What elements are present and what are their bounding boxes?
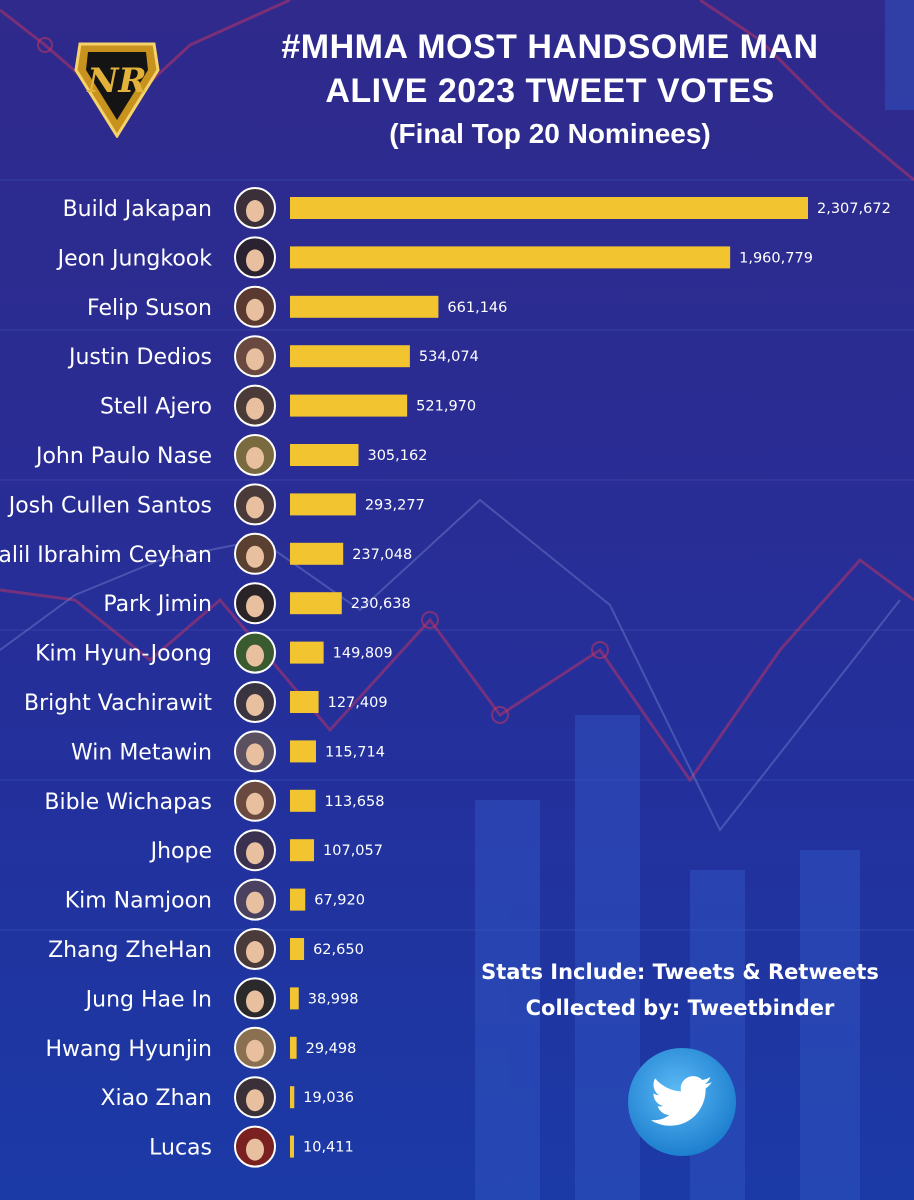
chart-subtitle: (Final Top 20 Nominees) — [389, 118, 711, 149]
vote-bar — [290, 345, 410, 368]
nominee-name-label: Bible Wichapas — [44, 790, 212, 815]
nominee-name-label: Lucas — [149, 1136, 212, 1161]
nominee-avatar-face — [246, 595, 264, 618]
nominee-name-label: Jhope — [149, 839, 212, 864]
nominee-avatar-face — [246, 891, 264, 914]
vote-value-label: 115,714 — [325, 744, 385, 760]
nominee-name-label: Build Jakapan — [63, 197, 212, 222]
nominee-name-label: Kim Hyun-Joong — [35, 642, 212, 667]
vote-value-label: 19,036 — [303, 1090, 354, 1106]
nominee-name-label: Xiao Zhan — [100, 1086, 212, 1111]
twitter-bird-icon — [628, 1048, 736, 1156]
stats-note: Stats Include: Tweets & Retweets — [481, 960, 879, 984]
vote-bar — [290, 493, 356, 516]
vote-value-label: 2,307,672 — [817, 201, 891, 217]
vote-bar — [290, 938, 305, 960]
nominee-name-label: Stell Ajero — [100, 395, 212, 420]
nominee-avatar-face — [246, 743, 264, 766]
vote-value-label: 38,998 — [308, 991, 359, 1007]
chart-title-line-2: ALIVE 2023 TWEET VOTES — [325, 72, 775, 110]
nominee-name-label: Win Metawin — [71, 740, 212, 765]
nominee-name-label: Park Jimin — [103, 592, 212, 617]
vote-bar — [290, 789, 316, 812]
nominee-avatar-face — [246, 545, 264, 568]
nominee-avatar-face — [246, 397, 264, 420]
vote-value-label: 149,809 — [333, 646, 393, 662]
nominee-avatar-face — [246, 1039, 264, 1062]
nominee-avatar-face — [246, 1138, 264, 1161]
nominee-name-label: Justin Dedios — [67, 345, 212, 370]
nominee-name-label: Zhang ZheHan — [48, 938, 212, 963]
nominee-name-label: Felip Suson — [87, 296, 212, 321]
vote-value-label: 62,650 — [313, 942, 364, 958]
nominee-name-label: Hwang Hyunjin — [45, 1037, 212, 1062]
vote-bar — [290, 1086, 295, 1109]
vote-value-label: 521,970 — [416, 399, 476, 415]
nominee-name-label: Jeon Jungkook — [56, 246, 213, 271]
nominee-avatar-face — [246, 792, 264, 815]
vote-value-label: 230,638 — [351, 596, 411, 612]
nominee-name-label: Kim Namjoon — [65, 889, 212, 914]
vote-value-label: 1,960,779 — [739, 250, 813, 266]
vote-value-label: 127,409 — [328, 695, 388, 711]
vote-value-label: 661,146 — [447, 300, 507, 316]
nominee-avatar-face — [246, 447, 264, 469]
nominee-name-label: John Paulo Nase — [34, 444, 212, 469]
nominee-name-label: Halil Ibrahim Ceyhan — [0, 543, 212, 568]
nominee-name-label: Josh Cullen Santos — [7, 493, 212, 518]
nominee-avatar-face — [246, 1089, 264, 1112]
nominee-avatar-face — [246, 842, 264, 865]
vote-bar — [290, 592, 342, 615]
nominee-avatar-face — [246, 298, 264, 321]
vote-bar — [290, 888, 306, 911]
vote-value-label: 107,057 — [323, 843, 383, 859]
vote-bar — [290, 740, 316, 763]
vote-value-label: 305,162 — [367, 448, 427, 464]
vote-bar — [290, 444, 359, 466]
vote-bar — [290, 691, 319, 713]
nominee-avatar-face — [246, 941, 264, 963]
nominee-name-label: Jung Hae In — [84, 987, 212, 1012]
nr-logo: NR — [74, 42, 160, 138]
logo-text: NR — [86, 61, 146, 101]
nominee-avatar-face — [246, 644, 264, 667]
vote-bar — [290, 197, 808, 219]
vote-value-label: 113,658 — [325, 794, 385, 810]
vote-value-label: 534,074 — [419, 349, 479, 365]
nominee-avatar-face — [246, 990, 264, 1013]
vote-bar — [290, 394, 408, 417]
vote-bar — [290, 246, 731, 269]
vote-bar — [290, 1135, 294, 1158]
collected-by-note: Collected by: Tweetbinder — [525, 996, 835, 1020]
nominee-avatar-face — [246, 249, 264, 272]
vote-bar — [290, 839, 315, 862]
vote-value-label: 29,498 — [306, 1041, 357, 1057]
vote-bar — [290, 641, 324, 664]
nominee-avatar-face — [246, 200, 264, 222]
vote-bar — [290, 987, 299, 1010]
vote-value-label: 237,048 — [352, 547, 412, 563]
vote-value-label: 293,277 — [365, 497, 425, 513]
vote-bar — [290, 1036, 297, 1059]
nominee-name-label: Bright Vachirawit — [24, 691, 212, 716]
nominee-avatar-face — [246, 694, 264, 716]
vote-value-label: 10,411 — [303, 1140, 354, 1156]
vote-bar — [290, 542, 344, 565]
vote-bar — [290, 295, 439, 318]
vote-value-label: 67,920 — [314, 893, 365, 909]
chart-title-line-1: #MHMA MOST HANDSOME MAN — [281, 28, 819, 66]
nominee-avatar-face — [246, 496, 264, 519]
nominee-avatar-face — [246, 348, 264, 371]
